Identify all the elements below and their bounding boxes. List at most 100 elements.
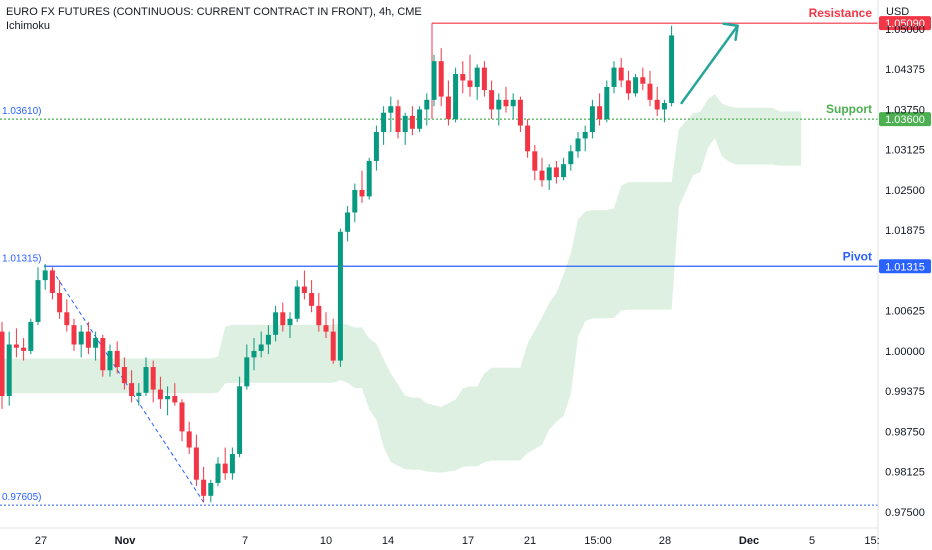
candle-body (57, 292, 63, 313)
candle-body (373, 132, 379, 161)
candle-body (165, 396, 171, 400)
price-tag-0: 1.05090 (885, 18, 925, 30)
y-tick-label: 0.97500 (885, 507, 925, 519)
candle-body (323, 325, 329, 332)
x-tick-label: 5 (809, 535, 815, 547)
y-tick-label: 0.98125 (885, 467, 925, 479)
candle-body (359, 189, 365, 197)
price-axis: 1.05000 1.04375 1.03750 1.03125 1.02500 1.018… (885, 24, 925, 519)
candle-body (143, 367, 149, 393)
candle-body (553, 167, 559, 178)
x-tick-label: Nov (115, 535, 137, 547)
candle-body (35, 280, 41, 322)
candle-body (107, 350, 113, 371)
candle-body (496, 99, 502, 110)
candle-body (186, 431, 192, 448)
candle-body (424, 99, 430, 110)
candle-body (345, 212, 351, 232)
candle-body (273, 312, 279, 335)
price-levels: Resistance 1.05090 Support 1.03610) 1.03600 P… (0, 6, 931, 506)
candle-body (640, 77, 646, 84)
candle-body (172, 396, 178, 403)
candle-body (150, 367, 156, 390)
candle-body (21, 347, 27, 351)
candle-body (489, 90, 495, 110)
y-tick-label: 1.03125 (885, 145, 925, 157)
arrow-head (722, 22, 739, 42)
x-tick-label: 27 (35, 535, 47, 547)
candle-body (366, 160, 372, 197)
x-tick-label: 21 (524, 535, 536, 547)
candle-body (114, 350, 120, 368)
y-tick-label: 0.99375 (885, 386, 925, 398)
candle-body (525, 125, 531, 152)
candle-body (136, 392, 142, 396)
candle-body (330, 331, 336, 361)
candle-body (28, 321, 34, 351)
candle-body (669, 35, 675, 104)
level-label-2: Pivot (843, 249, 872, 263)
candle-body (474, 67, 480, 87)
candle-body (287, 318, 293, 326)
candle-body (71, 325, 77, 345)
candle-body (568, 151, 574, 165)
level-label-1: Support (826, 102, 872, 116)
y-tick-label: 1.02500 (885, 185, 925, 197)
candle-body (193, 447, 199, 480)
x-tick-label: Dec (739, 535, 759, 547)
y-tick-label: 0.98750 (885, 426, 925, 438)
candle-body (431, 61, 437, 100)
price-tag-2: 1.01315 (885, 261, 925, 273)
candle-body (100, 338, 106, 371)
candle-body (575, 138, 581, 152)
candles (0, 25, 675, 503)
candle-body (625, 80, 631, 94)
level-label-0: Resistance (809, 6, 873, 20)
x-tick-label: 17 (462, 535, 474, 547)
price-tag-1: 1.03600 (885, 114, 925, 126)
candle-body (388, 106, 394, 113)
candle-body (294, 286, 300, 319)
candle-body (453, 74, 459, 120)
candle-body (157, 389, 163, 400)
x-tick-label: 15: (864, 535, 879, 547)
candle-body (561, 164, 567, 178)
candle-body (546, 167, 552, 181)
candle-body (49, 270, 55, 293)
candle-body (445, 96, 451, 120)
candle-body (510, 99, 516, 107)
candle-body (251, 350, 257, 358)
candle-body (42, 270, 48, 281)
candle-body (517, 99, 523, 126)
candle-body (309, 292, 315, 306)
projection-arrow (680, 24, 739, 105)
annotations (680, 22, 739, 105)
candle-body (589, 106, 595, 132)
price-tag-bg-2 (879, 259, 931, 274)
candle-body (258, 344, 264, 351)
x-tick-label: 10 (320, 535, 332, 547)
candle-body (6, 344, 12, 396)
y-tick-label: 1.00000 (885, 346, 925, 358)
candle-body (93, 338, 99, 348)
candle-body (301, 286, 307, 293)
candle-body (633, 77, 639, 94)
candle-body (179, 402, 185, 432)
candle-body (539, 170, 545, 181)
price-tag-bg-1 (879, 112, 931, 127)
candle-body (64, 312, 70, 326)
candle-body (460, 74, 466, 81)
candle-body (647, 83, 653, 100)
candle-body (438, 61, 444, 97)
indicator-label: Ichimoku (6, 20, 51, 32)
candle-body (611, 67, 617, 87)
candle-body (381, 112, 387, 132)
x-tick-label: 15:00 (584, 535, 612, 547)
candle-body (503, 99, 509, 107)
cloud-area (2, 94, 802, 473)
x-tick-label: 14 (382, 535, 394, 547)
level-left-label-2: 1.01315) (2, 253, 41, 264)
y-tick-label: 1.00625 (885, 306, 925, 318)
candle-body (597, 106, 603, 120)
